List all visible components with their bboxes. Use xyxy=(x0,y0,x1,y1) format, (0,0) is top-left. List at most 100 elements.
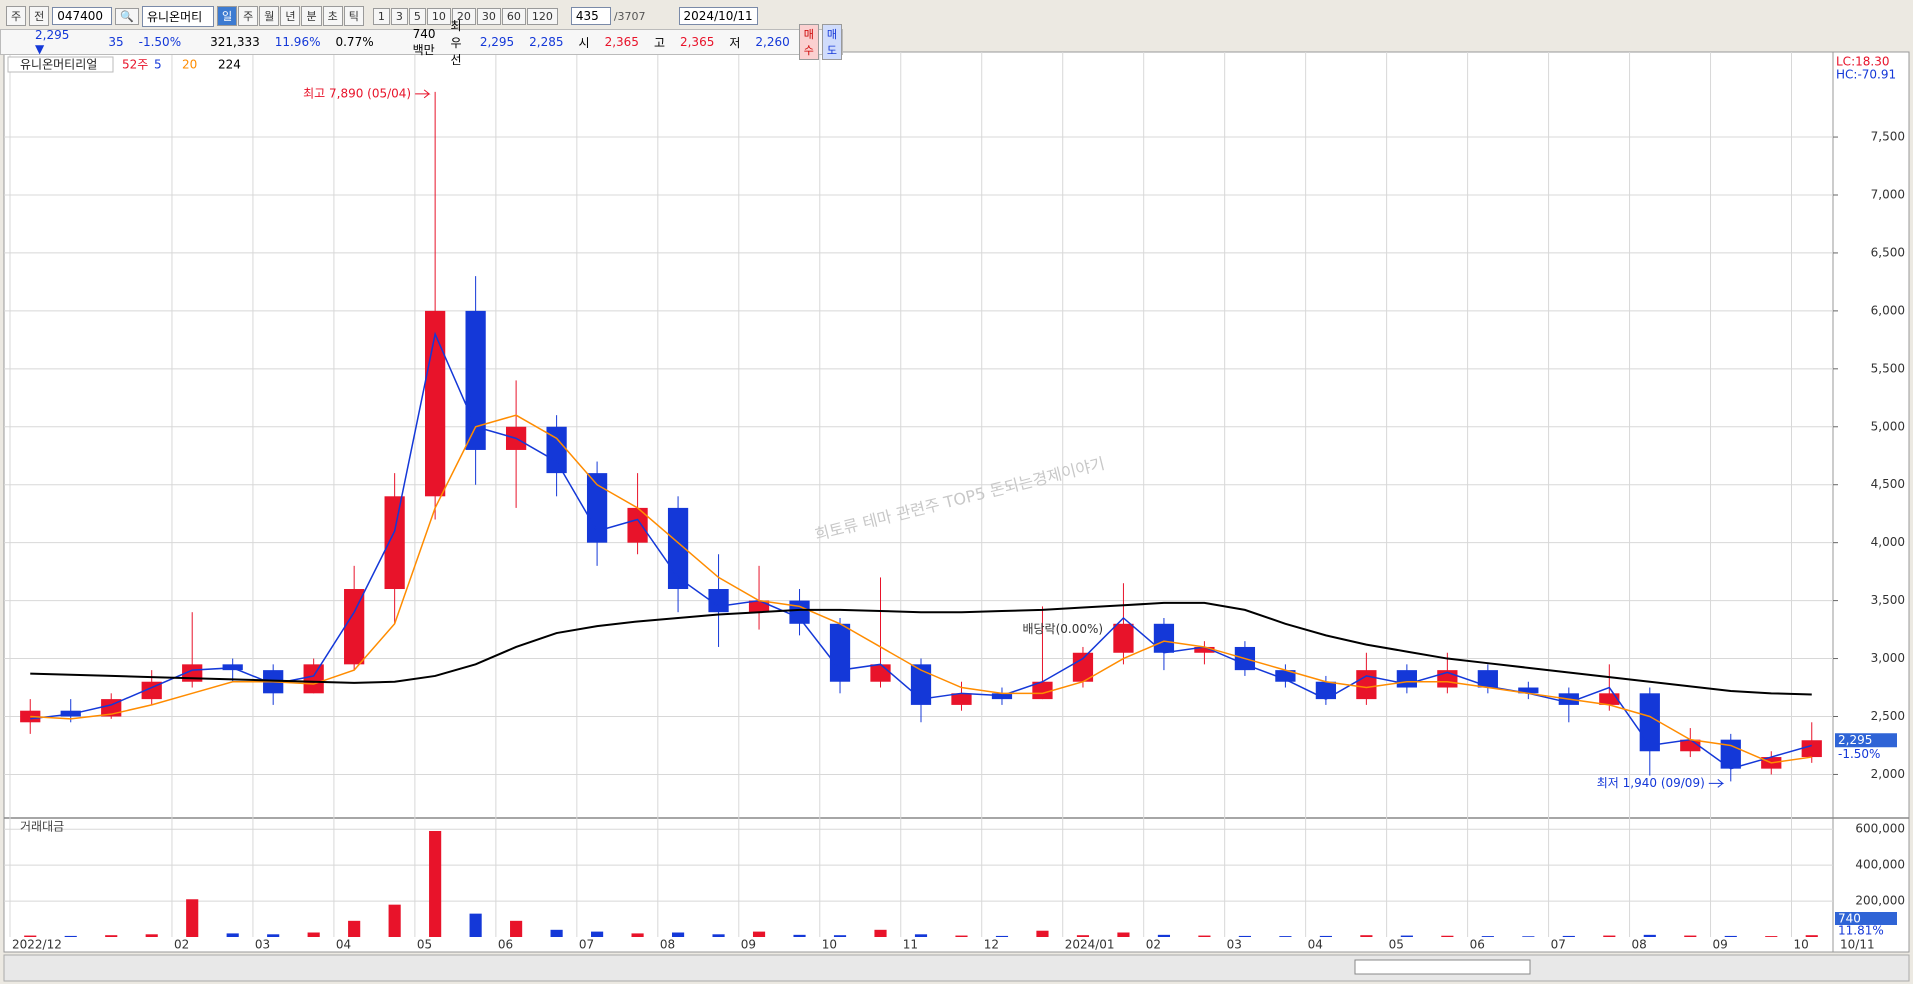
button[interactable]: 전 xyxy=(29,6,50,26)
period-button[interactable]: 월 xyxy=(259,6,280,26)
ma-line xyxy=(30,414,1812,764)
interval-button[interactable]: 20 xyxy=(451,7,476,25)
price: 2,295 ▼ xyxy=(35,28,70,56)
buy-button[interactable]: 매수 xyxy=(798,24,819,60)
ma-line xyxy=(30,601,1812,696)
volume-bar xyxy=(267,934,280,937)
candle-body xyxy=(1801,740,1822,758)
lc-label: LC:18.30 xyxy=(1836,55,1889,69)
y-tick-label: 6,500 xyxy=(1871,245,1905,259)
interval-button[interactable]: 60 xyxy=(501,7,526,25)
code-input[interactable]: 047400 xyxy=(52,7,113,25)
period-button[interactable]: 일 xyxy=(216,6,238,26)
candle-body xyxy=(1477,670,1498,688)
period-button[interactable]: 주 xyxy=(238,6,259,26)
candle-body xyxy=(425,310,446,497)
volume-bar xyxy=(1481,936,1494,937)
volume-bar xyxy=(712,934,725,937)
candle-body xyxy=(1153,623,1175,653)
period-button[interactable]: 초 xyxy=(322,6,343,26)
end-date-label: 10/11 xyxy=(1840,938,1875,952)
low-annotation: 최저 1,940 (09/09) xyxy=(1597,776,1705,790)
button[interactable]: 주 xyxy=(6,6,27,26)
y-tick-label: 5,500 xyxy=(1871,361,1905,375)
candle-body xyxy=(1113,623,1134,653)
best-label: 최우선 xyxy=(450,18,462,67)
y-tick-label: 6,000 xyxy=(1871,303,1905,317)
x-tick-label: 07 xyxy=(1551,938,1566,952)
volume-bar xyxy=(591,931,604,937)
x-tick-label: 05 xyxy=(417,938,432,952)
interval-group: 1 3 5 10 20 30 60 120 xyxy=(372,7,558,25)
legend-entry: 224 xyxy=(218,58,241,72)
interval-button[interactable]: 30 xyxy=(476,7,501,25)
volume-bar xyxy=(1643,934,1656,937)
interval-button[interactable]: 1 xyxy=(372,7,390,25)
interval-button[interactable]: 3 xyxy=(390,7,408,25)
change: 35 xyxy=(108,35,124,49)
interval-button[interactable]: 120 xyxy=(526,7,558,25)
open-label: 시 xyxy=(578,35,590,50)
y-tick-label: 4,500 xyxy=(1871,477,1905,491)
candle-body xyxy=(951,693,972,705)
date-input[interactable]: 2024/10/11 xyxy=(678,7,758,25)
x-tick-label: 09 xyxy=(1713,938,1728,952)
volume-bar xyxy=(388,904,401,937)
x-tick-label: 08 xyxy=(1632,938,1647,952)
volume-ratio-label: 11.81% xyxy=(1838,924,1884,938)
volume-bar xyxy=(1441,935,1454,937)
high-label: 고 xyxy=(653,35,665,50)
x-tick-label: 2022/12 xyxy=(12,938,62,952)
period-button[interactable]: 틱 xyxy=(343,6,364,26)
candle-body xyxy=(667,507,689,590)
y-tick-label: 600,000 xyxy=(1855,822,1905,836)
period-button[interactable]: 년 xyxy=(280,6,301,26)
interval-button[interactable]: 5 xyxy=(408,7,426,25)
low: 2,260 xyxy=(755,35,790,49)
amount: 740백만 xyxy=(412,26,436,57)
legend-entry: 5 xyxy=(154,58,162,72)
volume-bar xyxy=(1400,935,1413,937)
volume-bar xyxy=(833,935,847,937)
volume-bar xyxy=(64,935,77,937)
turnover: 11.96% xyxy=(274,35,321,49)
ratio: 0.77% xyxy=(335,35,374,49)
search-button[interactable]: 🔍 xyxy=(115,7,139,25)
info-bar: 2,295 ▼ 35 -1.50% 321,333 11.96% 0.77% 7… xyxy=(0,19,843,67)
y-tick-label: 7,500 xyxy=(1871,130,1905,144)
candle-body xyxy=(1275,670,1296,682)
last-change-label: -1.50% xyxy=(1838,747,1880,761)
candle-body xyxy=(384,496,405,590)
count-input[interactable]: 435 xyxy=(570,7,611,25)
y-tick-label: 200,000 xyxy=(1855,894,1905,908)
volume-bar xyxy=(752,931,766,937)
sell-button[interactable]: 매도 xyxy=(821,24,842,60)
candle-body xyxy=(1599,693,1620,705)
scroll-thumb[interactable] xyxy=(1354,959,1531,975)
bid: 2,285 xyxy=(529,35,564,49)
x-tick-label: 08 xyxy=(660,938,675,952)
period-button[interactable]: 분 xyxy=(301,6,322,26)
volume-bar xyxy=(1198,935,1211,937)
x-tick-label: 2024/01 xyxy=(1065,938,1115,952)
panel-title: 거래대금 xyxy=(20,820,64,834)
volume-bar xyxy=(1319,935,1332,937)
y-tick-label: 400,000 xyxy=(1855,858,1905,872)
hc-label: HC:-70.91 xyxy=(1836,68,1896,82)
volume-bar xyxy=(307,932,320,937)
scrollbar[interactable] xyxy=(3,954,1910,982)
name-field[interactable]: 유니온머티 xyxy=(141,5,214,27)
volume: 321,333 xyxy=(210,35,260,49)
candle-body xyxy=(303,664,324,694)
volume-bar xyxy=(1684,935,1697,937)
last-volume-label: 740 xyxy=(1838,912,1861,926)
interval-button[interactable]: 10 xyxy=(426,7,451,25)
x-tick-label: 03 xyxy=(255,938,270,952)
volume-bar xyxy=(348,920,361,937)
candle-body xyxy=(1072,652,1094,682)
y-tick-label: 2,000 xyxy=(1871,767,1905,781)
candle-body xyxy=(829,623,851,682)
candle-body xyxy=(586,473,608,543)
